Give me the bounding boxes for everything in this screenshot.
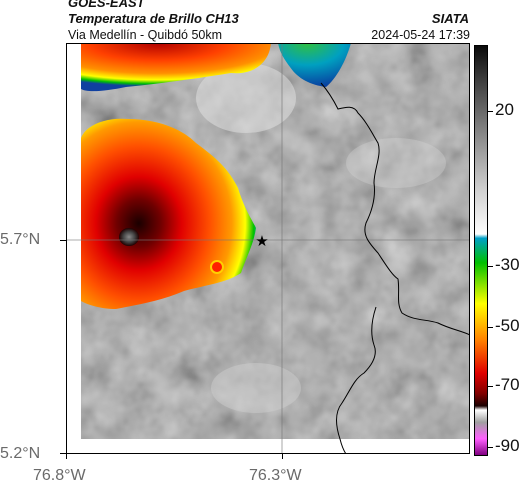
xtick-76.8 (66, 453, 67, 459)
overshooting-top (119, 228, 139, 246)
lat-label-5.2: 5.2°N (0, 445, 41, 462)
colorbar-label-20: 20 (495, 100, 514, 119)
department-boundary (320, 82, 470, 336)
lon-label-76.3: 76.3°W (249, 467, 302, 484)
timestamp-label: 2024-05-24 17:39 (371, 28, 470, 42)
department-boundary-south (336, 306, 377, 454)
colorbar-tick (488, 327, 493, 328)
satellite-map: ★ (66, 43, 470, 454)
colorbar-label-minus90: -90 (495, 436, 520, 455)
colorbar-label-minus30: -30 (495, 255, 520, 274)
colorbar-label-minus70: -70 (495, 375, 520, 394)
map-title: Temperatura de Brillo CH13 (68, 11, 239, 26)
colorbar-tick (488, 386, 493, 387)
colorbar (474, 45, 488, 456)
convective-cell-main (81, 118, 256, 310)
map-subtitle: Via Medellín - Quibdó 50km (68, 28, 223, 42)
convective-cell-top (81, 43, 271, 92)
lon-label-76.8: 76.8°W (33, 467, 86, 484)
colorbar-label-minus50: -50 (495, 316, 520, 335)
lat-label-5.7: 5.7°N (0, 231, 41, 248)
colorbar-tick (488, 266, 493, 267)
satellite-source: GOES-EAST (68, 0, 145, 10)
ytick-5.7 (60, 240, 66, 241)
location-marker-star: ★ (255, 232, 268, 250)
convective-cell-top-right (278, 43, 351, 87)
ytick-5.2 (60, 453, 66, 454)
warm-spot (210, 260, 224, 274)
colorbar-tick (488, 447, 493, 448)
xtick-76.3 (282, 453, 283, 459)
organization-label: SIATA (431, 11, 469, 26)
colorbar-tick (488, 111, 493, 112)
